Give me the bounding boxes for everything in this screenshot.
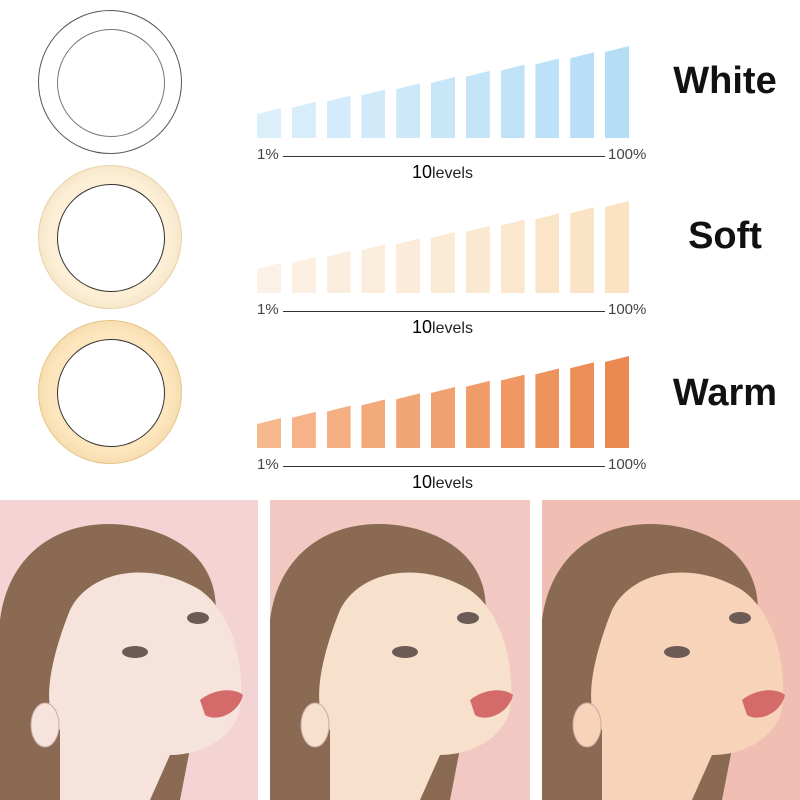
brightness-bar [570, 362, 595, 448]
brightness-bar [361, 399, 386, 448]
scale-line [283, 156, 605, 157]
left-eye [392, 646, 418, 658]
left-eye [664, 646, 690, 658]
soft-light-portrait [270, 500, 530, 800]
face [591, 572, 784, 800]
right-eye [187, 612, 209, 624]
mode-row-warm: 1% 100% 10levels Warm [0, 310, 800, 492]
brightness-bar [570, 207, 595, 293]
ring-center [57, 29, 165, 137]
brightness-bar [326, 250, 351, 293]
max-label: 100% [608, 456, 647, 473]
brightness-bar [431, 232, 455, 293]
brightness-bar [361, 89, 386, 138]
levels-word: levels [432, 320, 473, 337]
levels-label: 10levels [412, 317, 473, 338]
lips [742, 690, 785, 718]
portrait-illustration [0, 524, 243, 800]
brightness-bars [255, 310, 635, 448]
ring-light-icon [38, 165, 182, 309]
brightness-bars [255, 0, 635, 138]
portrait-illustration [542, 524, 785, 800]
min-label: 1% [257, 456, 279, 473]
brightness-bars [255, 155, 635, 293]
left-eye [122, 646, 148, 658]
brightness-bar [291, 256, 316, 293]
white-light-portrait [0, 500, 258, 800]
brightness-bar [326, 405, 351, 448]
ring-light-icon [38, 10, 182, 154]
ring-center [57, 339, 165, 447]
portrait-illustration [270, 524, 513, 800]
levels-label: 10levels [412, 162, 473, 183]
brightness-bar [500, 219, 525, 293]
brightness-bar [396, 238, 421, 293]
right-eye [457, 612, 479, 624]
levels-number: 10 [412, 472, 433, 492]
scale-line [283, 466, 605, 467]
ear [30, 702, 60, 748]
brightness-bar [500, 64, 525, 138]
brightness-bar [291, 411, 316, 448]
brightness-bar [396, 83, 421, 138]
mode-label: White [673, 60, 777, 102]
brightness-bar [326, 95, 351, 138]
brightness-bar [465, 70, 490, 138]
mode-row-white: 1% 100% 10levels White [0, 0, 800, 182]
levels-number: 10 [412, 162, 433, 182]
ring-center [57, 184, 165, 292]
ring-light-icon [38, 320, 182, 464]
brightness-bar [535, 58, 560, 138]
warm-light-portrait [542, 500, 800, 800]
brightness-bar [535, 213, 560, 293]
lips [470, 690, 513, 718]
min-label: 1% [257, 146, 279, 163]
mode-label: Warm [672, 372, 778, 414]
face [319, 572, 512, 800]
brightness-bar [431, 77, 455, 138]
brightness-bar [500, 374, 525, 448]
levels-number: 10 [412, 317, 433, 337]
brightness-scale: 1% 100% [255, 146, 665, 166]
brightness-bar [257, 108, 281, 138]
brightness-bar [605, 201, 629, 293]
brightness-bar [605, 46, 629, 138]
right-eye [729, 612, 751, 624]
brightness-bar [605, 356, 629, 448]
brightness-bar [465, 225, 490, 293]
brightness-bar [431, 387, 455, 448]
scale-line [283, 311, 605, 312]
brightness-bar [535, 368, 560, 448]
brightness-bar [361, 244, 386, 293]
brightness-scale: 1% 100% [255, 301, 665, 321]
brightness-bar [257, 263, 281, 293]
levels-label: 10levels [412, 472, 473, 493]
levels-word: levels [432, 475, 473, 492]
ear [572, 702, 602, 748]
mode-row-soft: 1% 100% 10levels Soft [0, 155, 800, 337]
levels-word: levels [432, 165, 473, 182]
ear [300, 702, 330, 748]
brightness-bar [570, 52, 595, 138]
max-label: 100% [608, 301, 647, 318]
brightness-bar [396, 393, 421, 448]
brightness-bar [465, 380, 490, 448]
brightness-scale: 1% 100% [255, 456, 665, 476]
brightness-bar [257, 418, 281, 448]
max-label: 100% [608, 146, 647, 163]
face [49, 572, 242, 800]
mode-label: Soft [688, 215, 762, 257]
min-label: 1% [257, 301, 279, 318]
brightness-bar [291, 101, 316, 138]
lips [200, 690, 243, 718]
